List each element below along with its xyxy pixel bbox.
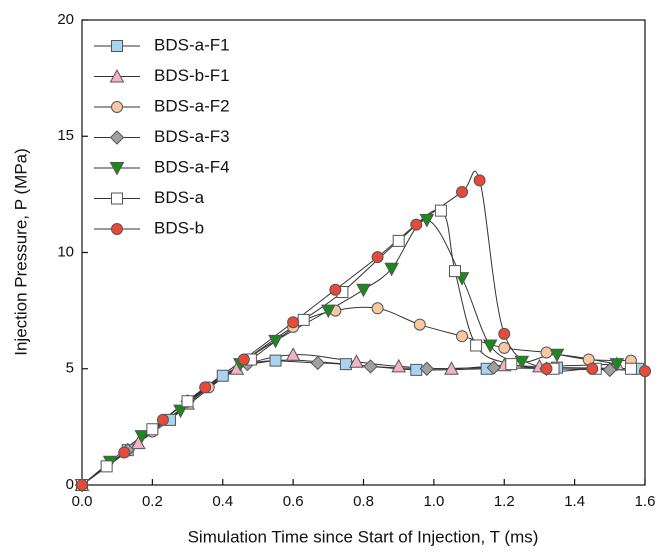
legend-marker [111, 101, 123, 113]
legend-label: BDS-a-F2 [154, 96, 230, 115]
marker [371, 302, 384, 315]
marker [410, 218, 423, 231]
marker [329, 283, 342, 296]
marker [444, 361, 459, 375]
marker [549, 348, 565, 363]
x-tick-label: 1.0 [423, 493, 444, 510]
legend-marker [109, 130, 125, 145]
marker [540, 346, 553, 359]
legend-marker [109, 162, 125, 176]
marker [199, 381, 212, 394]
legend-marker [109, 68, 125, 83]
marker [76, 479, 88, 491]
marker [473, 174, 486, 187]
marker [146, 423, 159, 436]
series-line [81, 306, 631, 486]
marker [498, 341, 511, 354]
marker [181, 395, 194, 408]
marker [392, 234, 405, 247]
legend-label: BDS-a [154, 188, 205, 207]
legend-marker [111, 192, 123, 205]
marker [482, 339, 498, 354]
marker [391, 358, 407, 373]
marker [505, 358, 518, 371]
marker [498, 327, 511, 340]
legend-label: BDS-a-F1 [154, 35, 230, 54]
x-tick-label: 1.2 [494, 493, 515, 510]
marker [413, 318, 426, 331]
marker [356, 283, 371, 298]
marker [320, 304, 336, 319]
marker [419, 361, 435, 376]
marker [514, 355, 530, 370]
x-tick-label: 0.2 [142, 493, 163, 510]
legend-label: BDS-a-F3 [154, 127, 230, 146]
marker [586, 362, 599, 375]
marker [486, 360, 501, 375]
y-tick-label: 15 [57, 127, 74, 144]
y-tick-label: 5 [66, 360, 74, 377]
marker [419, 213, 435, 228]
marker [269, 354, 282, 367]
marker [268, 334, 283, 349]
legend-marker [111, 223, 123, 235]
marker [134, 430, 150, 444]
series-line [81, 219, 617, 486]
marker [602, 362, 618, 378]
marker [237, 353, 250, 366]
legend-label: BDS-a-F4 [154, 157, 230, 176]
x-tick-label: 0.4 [212, 493, 233, 510]
y-tick-label: 10 [57, 243, 74, 260]
legend-label: BDS-b-F1 [154, 66, 230, 85]
legend-marker [111, 40, 123, 52]
marker [639, 365, 651, 378]
marker [609, 358, 625, 372]
legend-label: BDS-b [154, 218, 204, 237]
y-tick-label: 0 [66, 476, 74, 493]
x-tick-label: 0.6 [283, 493, 304, 510]
marker [363, 359, 378, 374]
y-tick-label: 20 [57, 11, 74, 28]
marker [339, 358, 352, 371]
marker [371, 251, 384, 264]
marker [285, 347, 301, 361]
marker [410, 363, 423, 376]
marker [310, 355, 325, 371]
marker [448, 265, 461, 278]
marker [297, 313, 310, 326]
x-tick-label: 0.8 [353, 493, 374, 510]
marker [216, 369, 229, 382]
marker [456, 186, 469, 199]
marker [470, 339, 483, 352]
marker [456, 330, 469, 343]
marker [384, 262, 399, 277]
x-tick-label: 1.4 [564, 493, 585, 510]
marker [287, 316, 300, 329]
marker [118, 446, 131, 459]
marker [349, 354, 364, 368]
marker [173, 404, 188, 419]
marker [434, 204, 447, 217]
marker [624, 362, 637, 375]
x-tick-label: 0.0 [72, 493, 93, 510]
marker [540, 362, 553, 375]
marker [156, 413, 169, 426]
marker [100, 460, 113, 473]
x-tick-label: 1.6 [635, 493, 656, 510]
y-axis-label: Injection Pressure, P (MPa) [11, 148, 30, 356]
x-axis-label: Simulation Time since Start of Injection… [188, 527, 539, 546]
